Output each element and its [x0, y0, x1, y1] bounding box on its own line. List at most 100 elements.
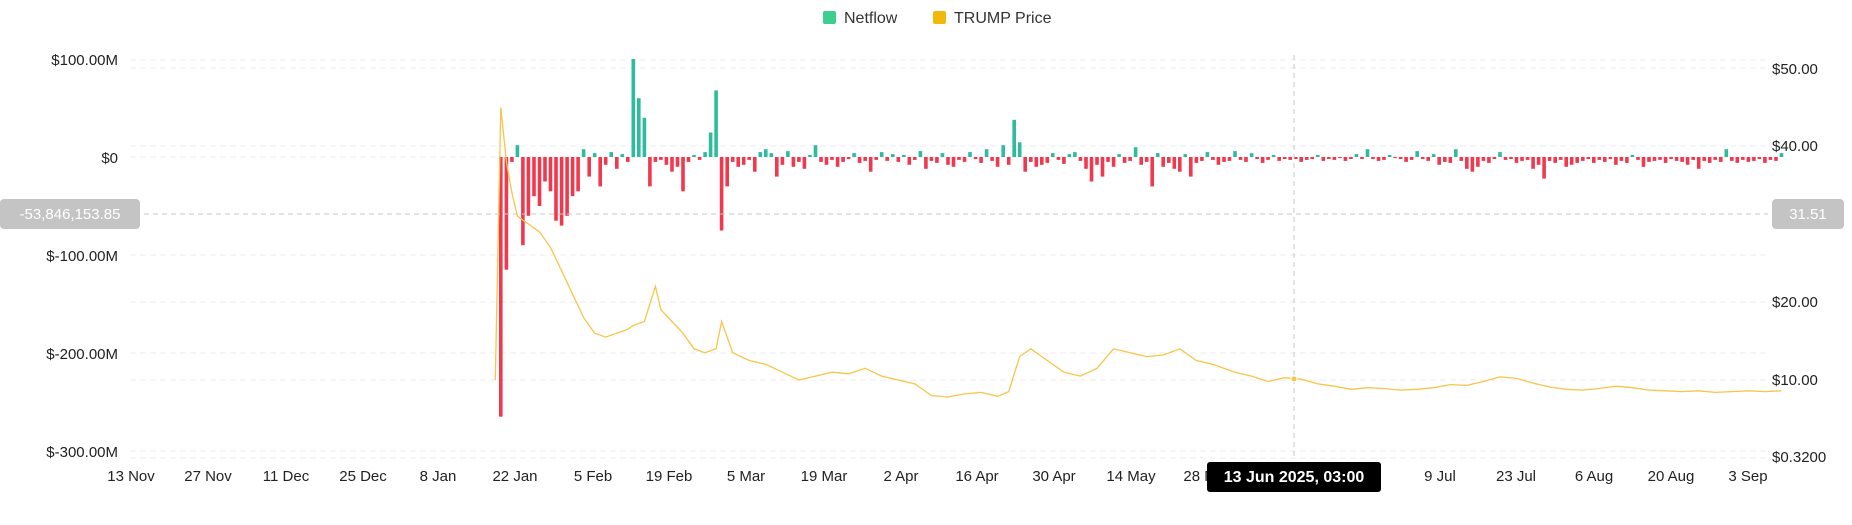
- netflow-bar[interactable]: [1073, 152, 1077, 157]
- netflow-bar[interactable]: [1746, 157, 1751, 162]
- netflow-bar[interactable]: [1365, 149, 1370, 157]
- netflow-bar[interactable]: [554, 157, 558, 221]
- netflow-bar[interactable]: [675, 157, 680, 167]
- netflow-bar[interactable]: [1288, 157, 1292, 160]
- netflow-bar[interactable]: [968, 152, 972, 157]
- netflow-bar[interactable]: [846, 157, 851, 159]
- netflow-bar[interactable]: [874, 157, 878, 160]
- netflow-bar[interactable]: [929, 157, 934, 161]
- netflow-bar[interactable]: [962, 157, 967, 162]
- netflow-bar[interactable]: [615, 157, 619, 169]
- netflow-bar[interactable]: [1299, 157, 1303, 162]
- netflow-bar[interactable]: [692, 155, 696, 157]
- netflow-bar[interactable]: [863, 157, 867, 161]
- netflow-bar[interactable]: [576, 157, 580, 192]
- netflow-bar[interactable]: [1581, 157, 1585, 161]
- netflow-bar[interactable]: [1139, 157, 1143, 165]
- netflow-bar[interactable]: [1542, 157, 1546, 179]
- netflow-bar[interactable]: [1779, 153, 1784, 157]
- netflow-bar[interactable]: [1249, 153, 1254, 157]
- netflow-bar[interactable]: [1454, 149, 1458, 157]
- netflow-bar[interactable]: [1426, 157, 1430, 161]
- netflow-bar[interactable]: [1227, 157, 1232, 161]
- netflow-bar[interactable]: [581, 149, 586, 157]
- netflow-bar[interactable]: [802, 157, 807, 169]
- netflow-bar[interactable]: [598, 157, 602, 187]
- netflow-bar[interactable]: [1741, 157, 1745, 160]
- netflow-bar[interactable]: [548, 157, 553, 192]
- netflow-bar[interactable]: [570, 157, 575, 197]
- netflow-bar[interactable]: [1487, 157, 1491, 163]
- netflow-bar[interactable]: [708, 132, 713, 158]
- netflow-bar[interactable]: [1017, 142, 1022, 157]
- netflow-bar[interactable]: [1360, 157, 1364, 159]
- netflow-bar[interactable]: [730, 157, 735, 162]
- netflow-bar[interactable]: [1757, 157, 1762, 159]
- netflow-bar[interactable]: [1338, 157, 1342, 158]
- netflow-bar[interactable]: [1144, 157, 1149, 162]
- netflow-bar[interactable]: [1437, 157, 1441, 165]
- netflow-bar[interactable]: [819, 157, 823, 162]
- netflow-bar[interactable]: [990, 157, 994, 161]
- netflow-bar[interactable]: [631, 59, 636, 157]
- netflow-bar[interactable]: [1178, 157, 1182, 172]
- netflow-bar[interactable]: [1719, 157, 1723, 162]
- netflow-bar[interactable]: [609, 152, 613, 157]
- netflow-bar[interactable]: [1327, 157, 1331, 159]
- netflow-bar[interactable]: [1625, 157, 1629, 163]
- netflow-bar[interactable]: [775, 157, 779, 177]
- netflow-bar[interactable]: [1128, 157, 1132, 161]
- netflow-bar[interactable]: [747, 157, 751, 160]
- netflow-bar[interactable]: [1211, 157, 1215, 160]
- netflow-bar[interactable]: [1161, 157, 1165, 167]
- netflow-bar[interactable]: [780, 157, 785, 165]
- netflow-bar[interactable]: [703, 152, 707, 157]
- netflow-bar[interactable]: [565, 157, 569, 216]
- netflow-bar[interactable]: [1636, 157, 1640, 160]
- netflow-bar[interactable]: [532, 157, 536, 197]
- netflow-bar[interactable]: [1056, 157, 1061, 160]
- netflow-bar[interactable]: [1614, 157, 1618, 165]
- netflow-bar[interactable]: [1713, 157, 1717, 160]
- netflow-bar[interactable]: [626, 157, 630, 162]
- netflow-bar[interactable]: [1470, 157, 1475, 172]
- netflow-bar[interactable]: [1029, 157, 1033, 162]
- netflow-bar[interactable]: [1509, 157, 1513, 159]
- netflow-bar[interactable]: [1293, 157, 1298, 159]
- netflow-bar[interactable]: [1702, 157, 1706, 161]
- netflow-bar[interactable]: [1492, 157, 1497, 159]
- netflow-bar[interactable]: [719, 157, 724, 231]
- netflow-bar[interactable]: [1001, 145, 1005, 157]
- netflow-bar[interactable]: [510, 157, 514, 162]
- netflow-bar[interactable]: [1696, 157, 1701, 169]
- netflow-bar[interactable]: [1277, 157, 1281, 161]
- netflow-bar[interactable]: [1233, 151, 1237, 157]
- netflow-bar[interactable]: [653, 157, 658, 162]
- netflow-bar[interactable]: [1106, 157, 1110, 162]
- netflow-bar[interactable]: [835, 157, 840, 167]
- netflow-bar[interactable]: [857, 157, 862, 163]
- netflow-bar[interactable]: [951, 157, 956, 167]
- netflow-bar[interactable]: [521, 157, 525, 246]
- netflow-bar[interactable]: [1630, 155, 1635, 157]
- netflow-bar[interactable]: [808, 155, 812, 157]
- netflow-bar[interactable]: [753, 157, 757, 172]
- netflow-bar[interactable]: [1680, 157, 1684, 162]
- netflow-bar[interactable]: [1774, 157, 1778, 161]
- netflow-bar[interactable]: [902, 155, 906, 157]
- netflow-bar[interactable]: [1117, 154, 1121, 157]
- netflow-bar[interactable]: [1448, 157, 1453, 163]
- netflow-bar[interactable]: [1183, 154, 1188, 157]
- netflow-bar[interactable]: [1431, 154, 1436, 157]
- netflow-bar[interactable]: [1669, 157, 1673, 159]
- netflow-bar[interactable]: [1382, 157, 1386, 160]
- netflow-bar[interactable]: [592, 153, 597, 157]
- netflow-bar[interactable]: [973, 157, 978, 159]
- netflow-bar[interactable]: [1078, 157, 1083, 161]
- netflow-bar[interactable]: [526, 157, 531, 216]
- netflow-bar[interactable]: [1012, 119, 1016, 157]
- netflow-bar[interactable]: [1222, 157, 1226, 162]
- netflow-bar[interactable]: [637, 98, 641, 157]
- netflow-bar[interactable]: [1674, 157, 1679, 161]
- netflow-bar[interactable]: [1387, 155, 1392, 157]
